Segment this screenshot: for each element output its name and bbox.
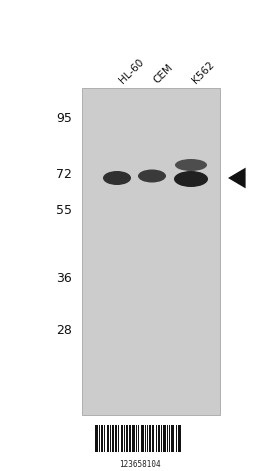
Bar — [126, 425, 127, 452]
Bar — [104, 425, 105, 452]
Bar — [158, 425, 160, 452]
Text: 123658104: 123658104 — [119, 460, 161, 469]
Bar — [112, 425, 114, 452]
Ellipse shape — [174, 171, 208, 187]
Bar — [156, 425, 157, 452]
Text: 36: 36 — [56, 271, 72, 284]
Bar — [121, 425, 123, 452]
Bar — [124, 425, 125, 452]
Polygon shape — [228, 168, 246, 188]
Text: K562: K562 — [190, 59, 216, 85]
Bar — [129, 425, 131, 452]
Bar — [144, 425, 146, 452]
Bar — [108, 425, 109, 452]
Bar — [147, 425, 148, 452]
Bar — [176, 425, 177, 452]
Text: CEM: CEM — [152, 62, 175, 85]
Bar — [95, 425, 98, 452]
Ellipse shape — [103, 171, 131, 185]
Bar — [136, 425, 137, 452]
Bar — [149, 425, 151, 452]
Text: 28: 28 — [56, 324, 72, 336]
Bar — [169, 425, 170, 452]
Bar — [167, 425, 168, 452]
Bar — [161, 425, 163, 452]
Bar — [132, 425, 135, 452]
Bar — [110, 425, 111, 452]
Bar — [101, 425, 103, 452]
Bar — [164, 425, 166, 452]
Text: 95: 95 — [56, 112, 72, 124]
Ellipse shape — [138, 170, 166, 182]
Ellipse shape — [175, 159, 207, 171]
Bar — [172, 425, 174, 452]
Bar — [99, 425, 100, 452]
Bar — [138, 425, 139, 452]
Bar — [141, 425, 144, 452]
Text: HL-60: HL-60 — [117, 57, 145, 85]
Bar — [82, 88, 220, 415]
Bar — [115, 425, 116, 452]
Text: 72: 72 — [56, 169, 72, 181]
Bar — [152, 425, 154, 452]
Bar — [118, 425, 119, 452]
Text: 55: 55 — [56, 203, 72, 217]
Bar — [178, 425, 180, 452]
